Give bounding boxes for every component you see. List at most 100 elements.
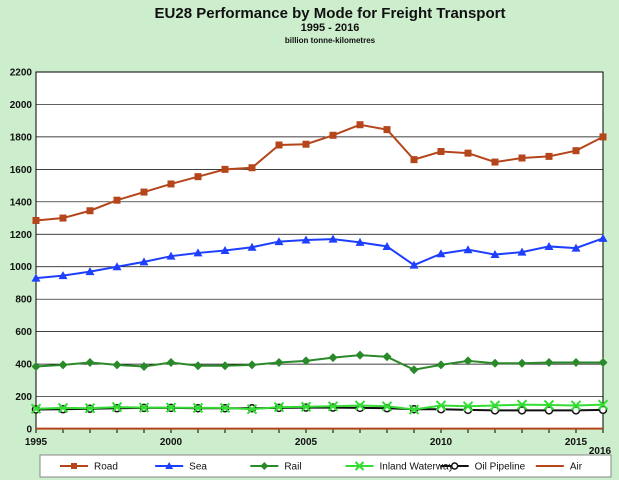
data-point [301,235,311,244]
data-point [409,260,419,269]
data-point [517,358,527,368]
data-point [491,158,499,166]
y-tick-label: 200 [15,392,32,403]
y-tick-label: 2200 [10,68,33,79]
gridlines [36,104,603,397]
data-point [112,262,122,271]
data-point [328,353,338,363]
legend-entries: Road Sea Rail Inland Waterway Oil Pipeline Ai… [60,461,583,473]
data-point [192,402,204,414]
legend [39,454,612,478]
data-point [490,358,500,368]
data-point [220,361,230,371]
data-point [260,462,269,470]
data-point [354,461,365,471]
data-point [462,401,474,412]
data-point [166,251,176,260]
data-point [219,402,231,414]
data-point [166,357,176,367]
legend-entry: Sea [155,462,207,473]
data-point [111,401,123,413]
data-point [57,402,69,414]
chart-unit-label: billion tonne-kilometres [285,36,376,45]
data-point [463,356,473,366]
data-point [409,365,419,375]
data-point [382,241,392,250]
y-tick-label: 800 [15,295,32,306]
legend-label: Sea [189,462,207,473]
legend-entry: Road [60,462,118,473]
series-line [35,123,604,222]
data-point [599,133,607,141]
series-road [32,121,607,224]
data-point [544,357,554,367]
data-point [85,357,95,367]
data-point [544,406,554,415]
series-group [30,121,609,430]
data-point [598,233,608,242]
x-tick-label: 2010 [430,437,453,448]
data-point [84,403,96,414]
data-point [165,402,177,413]
data-point [436,360,446,370]
data-point [59,214,67,222]
data-point [274,237,284,246]
chart-subtitle: 1995 - 2016 [301,22,360,34]
data-point [274,357,284,367]
y-tick-label: 1400 [10,197,33,208]
data-point [410,156,418,164]
y-tick-label: 600 [15,327,32,338]
series-inland-waterway [30,399,609,415]
data-point [355,350,365,360]
data-point [355,237,365,246]
data-point [517,406,527,415]
data-point [356,121,364,129]
data-point [275,141,283,149]
data-point [571,357,581,367]
data-point [246,403,258,415]
data-point [571,243,581,252]
y-tick-label: 1200 [10,230,33,241]
data-point [383,126,391,134]
data-point [354,400,366,411]
y-tick-label: 400 [15,360,32,371]
x-tick-label: 1995 [25,437,48,448]
data-point [381,401,393,412]
legend-label: Rail [284,462,301,473]
data-point [139,257,149,266]
data-point [598,405,608,415]
y-tick-label: 2000 [10,100,33,111]
data-point [382,352,392,362]
data-point [436,249,446,258]
data-point [570,400,582,411]
data-point [327,401,339,412]
legend-entry: Inland Waterway [345,461,454,473]
data-point [193,361,203,371]
data-point [32,216,40,224]
data-point [247,242,257,251]
data-point [113,196,121,204]
data-point [273,401,285,413]
data-point [193,248,203,257]
x-tick-label: 2015 [565,437,588,448]
data-point [544,241,554,250]
data-point [247,360,257,370]
data-point [112,360,122,370]
data-point [221,165,229,173]
legend-entry: Oil Pipeline [440,462,526,473]
data-point [71,463,77,469]
data-point [328,234,338,243]
data-point [194,173,202,181]
legend-entry: Air [535,462,583,473]
y-tick-label: 1600 [10,165,33,176]
data-point [545,152,553,160]
data-point [86,207,94,215]
data-point [518,154,526,162]
plot-area [35,71,604,430]
data-point [598,357,608,367]
chart-title: EU28 Performance by Mode for Freight Tra… [155,5,506,22]
data-point [435,400,447,411]
y-tick-label: 0 [26,425,32,436]
